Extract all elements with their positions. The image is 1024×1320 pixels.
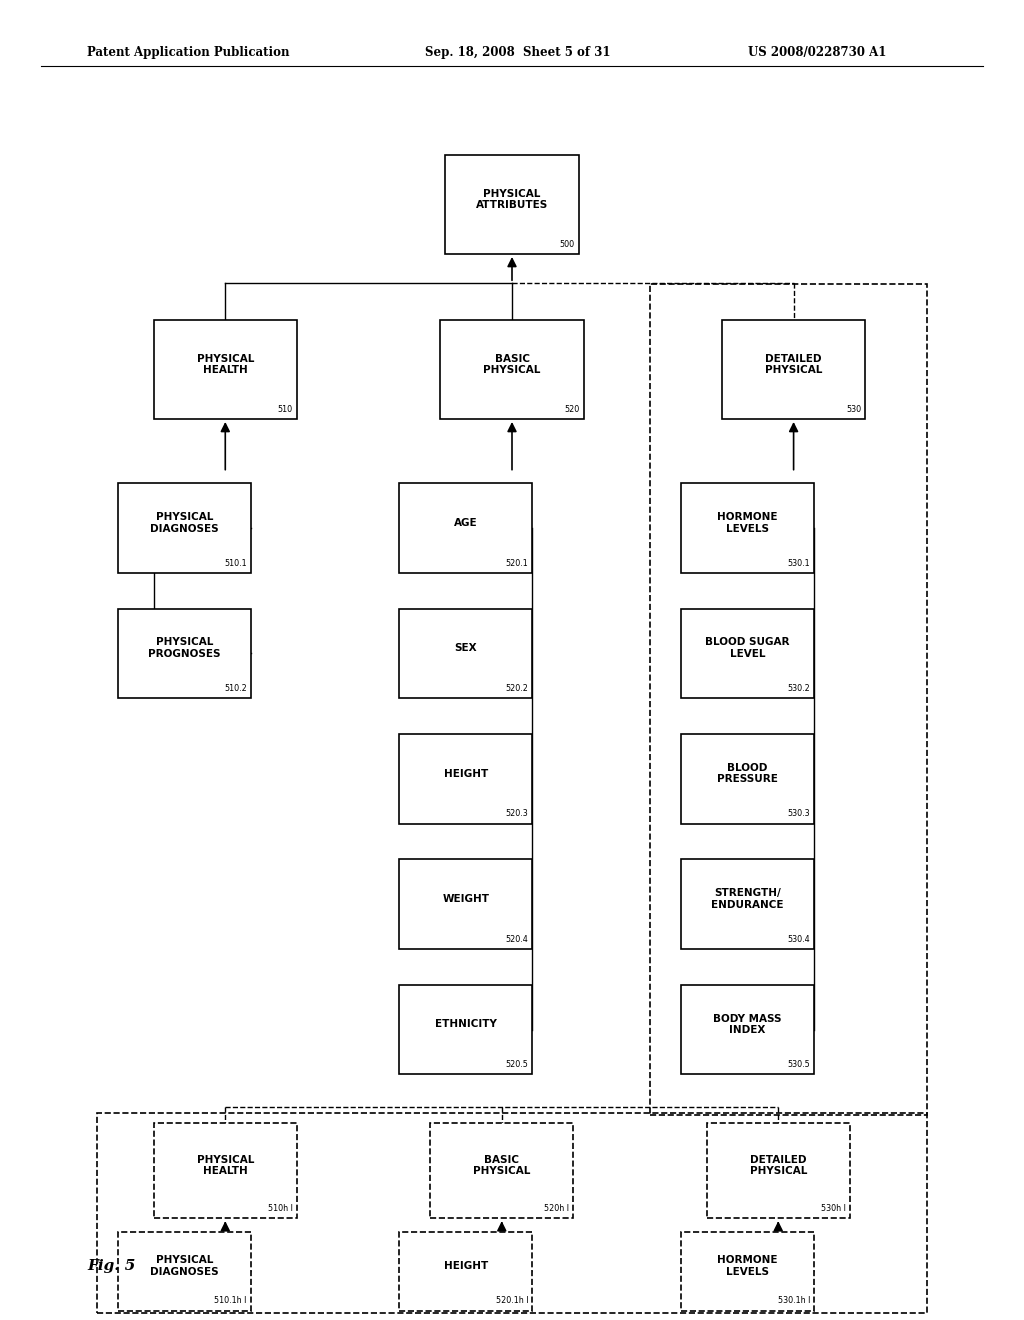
- Bar: [445, 154, 579, 253]
- Text: 530.1h l: 530.1h l: [777, 1296, 810, 1305]
- Text: STRENGTH/
ENDURANCE: STRENGTH/ ENDURANCE: [712, 888, 783, 909]
- Bar: [118, 1232, 251, 1311]
- Text: ETHNICITY: ETHNICITY: [435, 1019, 497, 1030]
- Text: 520.4: 520.4: [506, 935, 528, 944]
- Bar: [399, 734, 532, 824]
- Bar: [440, 321, 584, 420]
- Bar: [399, 859, 532, 949]
- Bar: [650, 284, 927, 1115]
- Bar: [681, 734, 814, 824]
- Bar: [681, 859, 814, 949]
- Text: Sep. 18, 2008  Sheet 5 of 31: Sep. 18, 2008 Sheet 5 of 31: [425, 46, 610, 59]
- Bar: [681, 985, 814, 1074]
- Text: BLOOD SUGAR
LEVEL: BLOOD SUGAR LEVEL: [706, 638, 790, 659]
- Text: 520.1h l: 520.1h l: [496, 1296, 528, 1305]
- Text: BODY MASS
INDEX: BODY MASS INDEX: [714, 1014, 781, 1035]
- Bar: [399, 985, 532, 1074]
- Text: PHYSICAL
DIAGNOSES: PHYSICAL DIAGNOSES: [150, 512, 219, 533]
- Bar: [707, 1123, 850, 1218]
- Text: 520.3: 520.3: [506, 809, 528, 818]
- Text: 500: 500: [559, 240, 574, 248]
- Text: PHYSICAL
ATTRIBUTES: PHYSICAL ATTRIBUTES: [476, 189, 548, 210]
- Text: 520.2: 520.2: [506, 684, 528, 693]
- Bar: [399, 609, 532, 698]
- Text: 530.2: 530.2: [787, 684, 810, 693]
- Text: HEIGHT: HEIGHT: [443, 1261, 488, 1271]
- Text: PHYSICAL
PROGNOSES: PHYSICAL PROGNOSES: [148, 638, 220, 659]
- Text: HORMONE
LEVELS: HORMONE LEVELS: [717, 1255, 778, 1276]
- Text: PHYSICAL
HEALTH: PHYSICAL HEALTH: [197, 354, 254, 375]
- Text: 510: 510: [278, 405, 293, 414]
- Text: 510.1: 510.1: [224, 558, 247, 568]
- Bar: [97, 1113, 927, 1313]
- Bar: [154, 1123, 297, 1218]
- Bar: [681, 609, 814, 698]
- Text: 520.5: 520.5: [506, 1060, 528, 1069]
- Bar: [399, 1232, 532, 1311]
- Text: 510.2: 510.2: [224, 684, 247, 693]
- Bar: [118, 609, 251, 698]
- Text: HEIGHT: HEIGHT: [443, 768, 488, 779]
- Text: 530h l: 530h l: [821, 1204, 846, 1213]
- Text: 510.1h l: 510.1h l: [214, 1296, 247, 1305]
- Text: AGE: AGE: [454, 517, 478, 528]
- Text: PHYSICAL
DIAGNOSES: PHYSICAL DIAGNOSES: [150, 1255, 219, 1276]
- Text: BASIC
PHYSICAL: BASIC PHYSICAL: [473, 1155, 530, 1176]
- Text: 510h l: 510h l: [268, 1204, 293, 1213]
- Text: WEIGHT: WEIGHT: [442, 894, 489, 904]
- Bar: [118, 483, 251, 573]
- Text: DETAILED
PHYSICAL: DETAILED PHYSICAL: [750, 1155, 807, 1176]
- Text: US 2008/0228730 A1: US 2008/0228730 A1: [748, 46, 886, 59]
- Bar: [399, 483, 532, 573]
- Bar: [722, 321, 865, 420]
- Bar: [430, 1123, 573, 1218]
- Text: HORMONE
LEVELS: HORMONE LEVELS: [717, 512, 778, 533]
- Text: Patent Application Publication: Patent Application Publication: [87, 46, 290, 59]
- Text: 530.5: 530.5: [787, 1060, 810, 1069]
- Bar: [681, 1232, 814, 1311]
- Text: BLOOD
PRESSURE: BLOOD PRESSURE: [717, 763, 778, 784]
- Text: PHYSICAL
HEALTH: PHYSICAL HEALTH: [197, 1155, 254, 1176]
- Text: 530.4: 530.4: [787, 935, 810, 944]
- Text: 520h l: 520h l: [545, 1204, 569, 1213]
- Bar: [154, 321, 297, 420]
- Text: 530.3: 530.3: [787, 809, 810, 818]
- Text: 520.1: 520.1: [506, 558, 528, 568]
- Text: DETAILED
PHYSICAL: DETAILED PHYSICAL: [765, 354, 822, 375]
- Text: SEX: SEX: [455, 643, 477, 653]
- Bar: [681, 483, 814, 573]
- Text: 530.1: 530.1: [787, 558, 810, 568]
- Text: Fig. 5: Fig. 5: [87, 1259, 135, 1272]
- Text: 520: 520: [564, 405, 580, 414]
- Text: BASIC
PHYSICAL: BASIC PHYSICAL: [483, 354, 541, 375]
- Text: 530: 530: [846, 405, 861, 414]
